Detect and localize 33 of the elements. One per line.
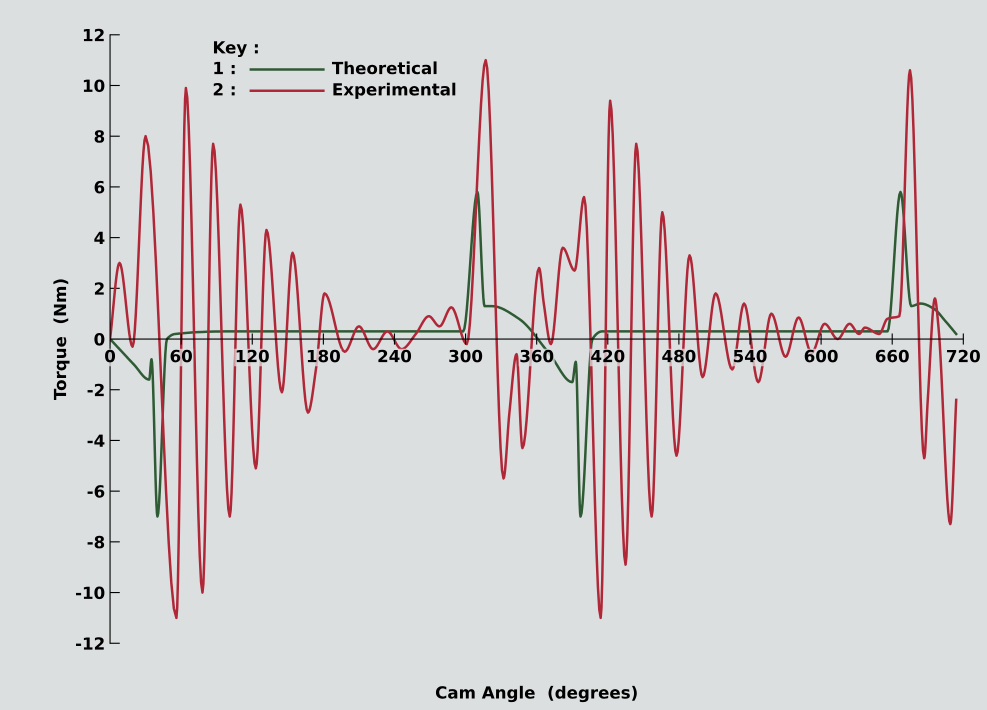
y-axis-title: Torque (Nm)	[53, 279, 70, 400]
x-tick-label: 120	[236, 350, 269, 362]
annotation: 1 :	[214, 62, 235, 74]
y-tick-label: -6	[88, 485, 104, 498]
y-tick-label: 4	[94, 232, 104, 244]
x-tick-label: 480	[662, 350, 696, 362]
annotation: 2 :	[214, 83, 235, 96]
x-tick-label: 180	[308, 350, 340, 362]
legend-label: Experimental	[333, 82, 456, 99]
legend-label: Theoretical	[332, 61, 437, 74]
y-tick-label: 12	[84, 28, 104, 42]
x-tick-label: 60	[170, 350, 192, 362]
x-axis-title: Cam Angle (degrees)	[436, 686, 637, 702]
y-tick-label: -4	[88, 434, 104, 447]
y-tick-label: 6	[94, 180, 104, 194]
x-tick-label: 600	[804, 350, 838, 362]
y-tick-label: 10	[84, 79, 104, 92]
y-tick-label: 2	[94, 282, 104, 295]
x-tick-label: 360	[520, 350, 554, 362]
y-tick-label: -8	[88, 536, 104, 548]
x-tick-label: 660	[876, 350, 909, 362]
x-tick-label: 300	[449, 350, 482, 362]
y-tick-label: 0	[94, 332, 104, 346]
y-tick-label: -12	[76, 637, 104, 650]
x-tick-label: 540	[734, 350, 767, 362]
x-tick-label: 420	[591, 350, 624, 362]
y-tick-label: 8	[94, 130, 104, 143]
y-tick-label: -2	[88, 384, 104, 396]
x-tick-label: 240	[378, 350, 412, 362]
x-tick-label: 0	[105, 350, 116, 362]
legend-title: Key :	[214, 41, 258, 58]
x-tick-label: 720	[947, 350, 980, 362]
y-tick-label: -10	[76, 586, 104, 600]
